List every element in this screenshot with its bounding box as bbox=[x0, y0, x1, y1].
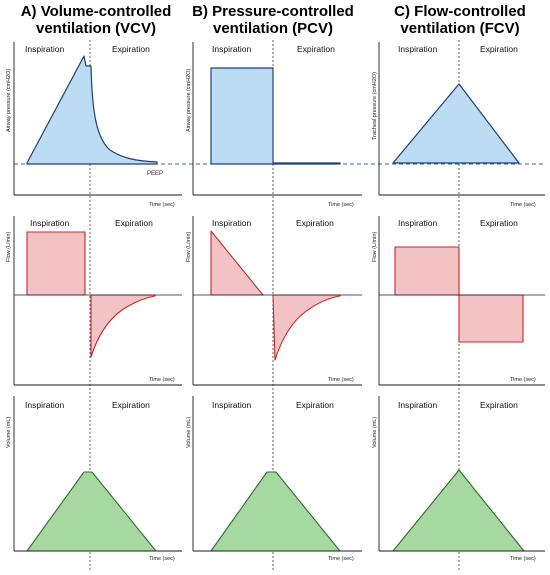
fcv-volume-time-label: Time (sec) bbox=[510, 556, 536, 562]
pcv-volume-axis-label: Volume (mL) bbox=[186, 417, 192, 448]
column-titles: A) Volume-controlled ventilation (VCV) B… bbox=[21, 3, 526, 37]
vcv-pressure-axis-label: Airway pressure (cmH2O) bbox=[6, 69, 12, 132]
fcv-flow-panel: Flow (L/min) Inspiration Expiration Time… bbox=[372, 216, 545, 386]
vcv-pressure-expiration-label: Expiration bbox=[112, 44, 150, 54]
vcv-pressure-panel: Airway pressure (cmH2O) Inspiration Expi… bbox=[6, 42, 182, 208]
pressure-row: Airway pressure (cmH2O) Inspiration Expi… bbox=[6, 42, 545, 208]
pcv-pressure-expiration-label: Expiration bbox=[297, 44, 335, 54]
pcv-volume-waveform bbox=[210, 471, 341, 552]
pcv-flow-panel: Flow (L/min) Inspiration Expiration Time… bbox=[186, 216, 362, 386]
pcv-pressure-waveform bbox=[210, 67, 341, 165]
vcv-volume-time-label: Time (sec) bbox=[149, 556, 175, 562]
pcv-flow-inspiration-waveform bbox=[210, 230, 264, 296]
vcv-flow-time-label: Time (sec) bbox=[149, 377, 175, 383]
fcv-pressure-time-label: Time (sec) bbox=[510, 202, 536, 208]
fcv-pressure-axis-label: Tracheal pressure (cmH2O) bbox=[372, 72, 378, 140]
vcv-title-line1: A) Volume-controlled bbox=[21, 3, 172, 20]
vcv-volume-waveform bbox=[26, 471, 157, 552]
vcv-flow-expiration-waveform bbox=[90, 294, 156, 358]
fcv-volume-expiration-label: Expiration bbox=[480, 400, 518, 410]
fcv-pressure-waveform bbox=[392, 83, 520, 164]
fcv-volume-panel: Volume (mL) Inspiration Expiration Time … bbox=[372, 396, 545, 562]
vcv-flow-panel: Flow (L/min) Inspiration Expiration Time… bbox=[6, 216, 182, 386]
vcv-volume-inspiration-label: Inspiration bbox=[25, 400, 64, 410]
pcv-volume-time-label: Time (sec) bbox=[328, 556, 354, 562]
vcv-pressure-waveform bbox=[26, 55, 158, 165]
vcv-pressure-inspiration-label: Inspiration bbox=[25, 44, 64, 54]
pcv-pressure-inspiration-label: Inspiration bbox=[212, 44, 251, 54]
vcv-flow-inspiration-waveform bbox=[26, 231, 86, 296]
pcv-pressure-time-label: Time (sec) bbox=[328, 202, 354, 208]
pcv-volume-expiration-label: Expiration bbox=[296, 400, 334, 410]
pcv-volume-inspiration-label: Inspiration bbox=[212, 400, 251, 410]
pcv-pressure-panel: Airway pressure (cmH2O) Inspiration Expi… bbox=[186, 42, 362, 208]
vcv-flow-expiration-label: Expiration bbox=[115, 218, 153, 228]
fcv-flow-expiration-label: Expiration bbox=[480, 218, 518, 228]
vcv-volume-panel: Volume (mL) Inspiration Expiration Time … bbox=[6, 396, 182, 562]
pcv-title-line2: ventilation (PCV) bbox=[213, 20, 333, 37]
fcv-flow-inspiration-label: Inspiration bbox=[398, 218, 437, 228]
pcv-flow-expiration-waveform bbox=[272, 294, 341, 361]
pcv-flow-expiration-label: Expiration bbox=[296, 218, 334, 228]
fcv-volume-axis-label: Volume (mL) bbox=[372, 417, 378, 448]
vcv-flow-inspiration-label: Inspiration bbox=[30, 218, 69, 228]
fcv-flow-axis-label: Flow (L/min) bbox=[372, 232, 378, 262]
fcv-volume-inspiration-label: Inspiration bbox=[398, 400, 437, 410]
flow-row: Flow (L/min) Inspiration Expiration Time… bbox=[6, 216, 545, 386]
vcv-pressure-time-label: Time (sec) bbox=[149, 202, 175, 208]
fcv-volume-waveform bbox=[392, 469, 525, 552]
volume-row: Volume (mL) Inspiration Expiration Time … bbox=[6, 396, 545, 562]
fcv-flow-inspiration-waveform bbox=[394, 246, 460, 296]
pcv-flow-axis-label: Flow (L/min) bbox=[186, 232, 192, 262]
fcv-title-line1: C) Flow-controlled bbox=[394, 3, 526, 20]
fcv-pressure-inspiration-label: Inspiration bbox=[398, 44, 437, 54]
vcv-volume-expiration-label: Expiration bbox=[112, 400, 150, 410]
fcv-flow-expiration-waveform bbox=[458, 294, 524, 343]
fcv-pressure-expiration-label: Expiration bbox=[480, 44, 518, 54]
pcv-flow-time-label: Time (sec) bbox=[328, 377, 354, 383]
pcv-pressure-axis-label: Airway pressure (cmH2O) bbox=[186, 69, 192, 132]
pcv-title-line1: B) Pressure-controlled bbox=[192, 3, 354, 20]
pcv-volume-panel: Volume (mL) Inspiration Expiration Time … bbox=[186, 396, 362, 562]
pcv-flow-inspiration-label: Inspiration bbox=[212, 218, 251, 228]
fcv-flow-time-label: Time (sec) bbox=[510, 377, 536, 383]
fcv-pressure-panel: Tracheal pressure (cmH2O) Inspiration Ex… bbox=[372, 42, 545, 208]
vcv-volume-axis-label: Volume (mL) bbox=[6, 417, 12, 448]
peep-label: PEEP bbox=[147, 171, 163, 177]
vcv-flow-axis-label: Flow (L/min) bbox=[6, 232, 12, 262]
fcv-title-line2: ventilation (FCV) bbox=[400, 20, 519, 37]
vcv-title-line2: ventilation (VCV) bbox=[36, 20, 156, 37]
